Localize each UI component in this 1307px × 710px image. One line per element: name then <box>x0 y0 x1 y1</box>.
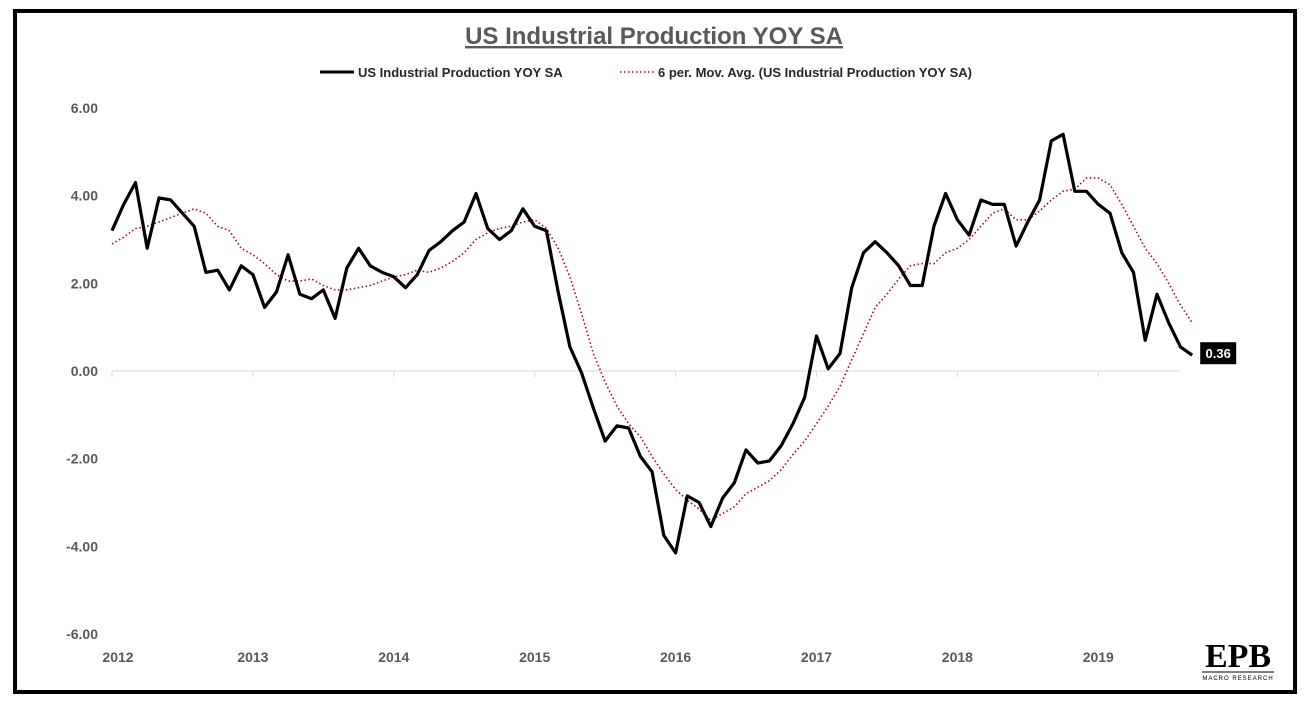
y-tick-label: -2.00 <box>66 451 98 467</box>
y-tick-label: 6.00 <box>71 100 98 116</box>
y-tick-label: -6.00 <box>66 626 98 642</box>
legend-label-ip: US Industrial Production YOY SA <box>358 65 563 80</box>
y-axis: 6.00 4.00 2.00 0.00 -2.00 -4.00 -6.00 <box>66 100 98 642</box>
y-tick-label: -4.00 <box>66 538 98 554</box>
x-tick-label: 2016 <box>660 649 691 665</box>
last-value-label: 0.36 <box>1200 342 1237 365</box>
x-tick-label: 2017 <box>801 649 832 665</box>
epb-logo: EPB MACRO RESEARCH <box>1202 638 1274 682</box>
chart-frame <box>13 9 1297 694</box>
logo-tagline: MACRO RESEARCH <box>1202 676 1273 682</box>
x-tick-label: 2018 <box>942 649 973 665</box>
x-tick-label: 2015 <box>519 649 550 665</box>
y-tick-label: 2.00 <box>71 275 98 291</box>
legend-label-mavg: 6 per. Mov. Avg. (US Industrial Producti… <box>658 65 972 80</box>
x-tick-label: 2012 <box>102 649 133 665</box>
logo-brand: EPB <box>1205 638 1271 675</box>
last-value-label-text: 0.36 <box>1206 346 1231 361</box>
y-tick-label: 4.00 <box>71 188 98 204</box>
last-value-label-box <box>1200 342 1237 365</box>
x-tick-label: 2019 <box>1083 649 1114 665</box>
y-tick-label: 0.00 <box>71 363 98 379</box>
series-line-industrial-production <box>110 132 1194 555</box>
legend: US Industrial Production YOY SA 6 per. M… <box>320 65 972 80</box>
chart-title: US Industrial Production YOY SA <box>465 23 843 50</box>
x-axis: 2012 2013 2014 2015 2016 2017 2018 2019 <box>102 371 1114 665</box>
x-tick-label: 2013 <box>237 649 268 665</box>
series-line-moving-average <box>111 177 1193 521</box>
x-tick-label: 2014 <box>378 649 409 665</box>
